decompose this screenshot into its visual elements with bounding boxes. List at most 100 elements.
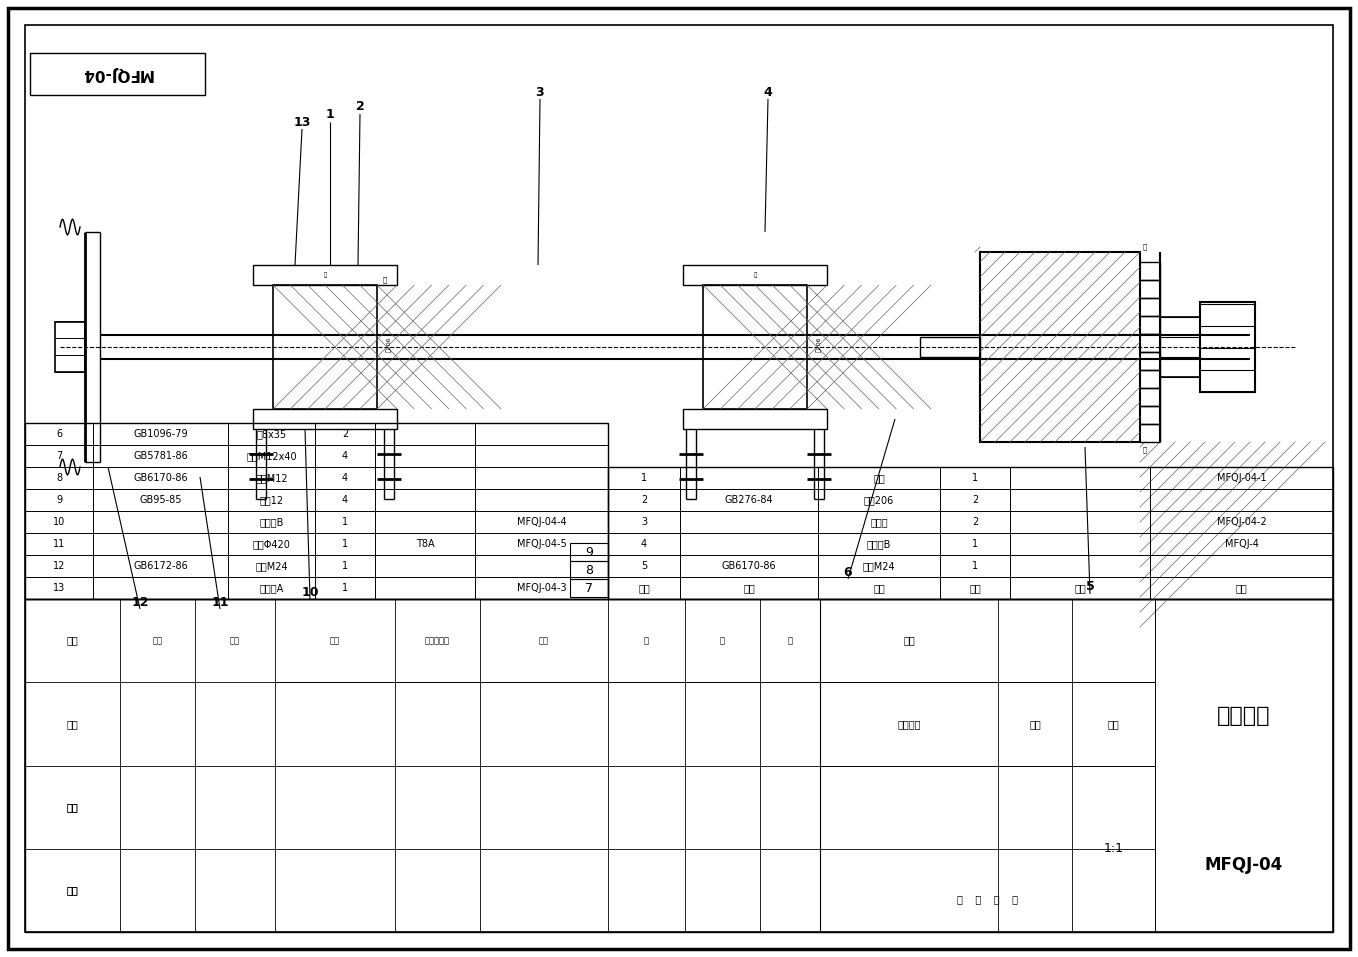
Text: 9: 9	[56, 495, 62, 505]
Text: 8: 8	[585, 564, 593, 576]
Text: 1: 1	[972, 561, 978, 571]
Text: 设计: 设计	[67, 885, 77, 896]
Text: MFQJ-04-4: MFQJ-04-4	[516, 517, 566, 527]
Text: 4: 4	[342, 473, 348, 483]
Text: 轴承座: 轴承座	[870, 517, 888, 527]
Text: 13: 13	[293, 116, 311, 128]
Text: 更改文件号: 更改文件号	[425, 636, 449, 645]
Text: 2: 2	[342, 429, 348, 439]
Bar	[570, 579, 608, 597]
Text: 2: 2	[972, 495, 978, 505]
Text: 4: 4	[342, 451, 348, 461]
Bar	[30, 53, 205, 95]
Text: 5: 5	[1085, 581, 1095, 593]
Text: 12: 12	[132, 595, 149, 609]
Text: 标记: 标记	[152, 636, 163, 645]
Text: GB95-85: GB95-85	[140, 495, 182, 505]
Text: 9: 9	[585, 545, 593, 559]
Text: 2: 2	[356, 100, 364, 114]
Bar	[570, 561, 608, 579]
Bar	[1200, 302, 1255, 392]
Text: 批准: 批准	[67, 885, 77, 896]
Text: MFQJ-04: MFQJ-04	[1205, 857, 1283, 875]
Text: 垫圈12: 垫圈12	[259, 495, 284, 505]
Text: 1: 1	[972, 539, 978, 549]
Text: 3: 3	[641, 517, 646, 527]
Text: 处数: 处数	[230, 636, 240, 645]
Text: GB6170-86: GB6170-86	[133, 473, 187, 483]
Bar	[820, 599, 1334, 932]
Text: 4: 4	[641, 539, 646, 549]
Text: 月: 月	[720, 636, 725, 645]
Text: 名称: 名称	[873, 583, 885, 593]
Text: 大垫圈B: 大垫圈B	[259, 517, 284, 527]
Text: 审核: 审核	[67, 719, 77, 729]
Text: 承: 承	[754, 272, 756, 278]
Text: 11: 11	[212, 595, 228, 609]
Text: 阶段标记: 阶段标记	[898, 719, 921, 729]
Text: 10: 10	[53, 517, 65, 527]
Text: MFQJ-04-1: MFQJ-04-1	[1217, 473, 1266, 483]
Text: 螺母M12: 螺母M12	[255, 473, 288, 483]
Text: 1: 1	[342, 583, 348, 593]
Text: 垫片Φ420: 垫片Φ420	[253, 539, 291, 549]
Text: 键: 键	[1143, 244, 1148, 251]
Text: 标准: 标准	[67, 802, 77, 812]
Text: 7: 7	[585, 582, 593, 594]
Text: 皮带轮B: 皮带轮B	[866, 539, 891, 549]
Text: 螺栓M12x40: 螺栓M12x40	[246, 451, 297, 461]
Text: 材料: 材料	[1074, 583, 1086, 593]
Text: 4: 4	[763, 85, 773, 99]
Bar	[24, 599, 1334, 932]
Text: GB6172-86: GB6172-86	[133, 561, 187, 571]
Text: 传动装置: 传动装置	[1217, 705, 1271, 725]
Text: 4: 4	[342, 495, 348, 505]
Text: GB276-84: GB276-84	[725, 495, 773, 505]
Text: 重量: 重量	[1029, 719, 1040, 729]
Bar	[253, 265, 397, 285]
Text: 8: 8	[56, 473, 62, 483]
Bar	[919, 337, 980, 357]
Text: 1:1: 1:1	[1104, 842, 1123, 856]
Text: 1: 1	[326, 108, 334, 122]
Text: GB1096-79: GB1096-79	[133, 429, 187, 439]
Text: 主轴: 主轴	[873, 473, 885, 483]
Text: 年: 年	[644, 636, 649, 645]
Text: 序号: 序号	[638, 583, 650, 593]
Text: 5: 5	[641, 561, 648, 571]
Text: 1: 1	[342, 561, 348, 571]
Text: MFQJ-04: MFQJ-04	[81, 66, 153, 81]
Bar	[24, 423, 608, 599]
Text: 螺母M24: 螺母M24	[862, 561, 895, 571]
Text: 日: 日	[788, 636, 793, 645]
Text: 1: 1	[342, 539, 348, 549]
Text: 共    张    第    张: 共 张 第 张	[957, 894, 1018, 903]
Bar	[608, 467, 1334, 599]
Text: 7: 7	[56, 451, 62, 461]
Text: 2: 2	[641, 495, 648, 505]
Text: 承206: 承206	[386, 336, 392, 352]
Text: 6: 6	[843, 566, 853, 578]
Bar	[570, 543, 608, 561]
Bar	[683, 265, 827, 285]
Text: 制图: 制图	[67, 802, 77, 812]
Text: 1: 1	[641, 473, 646, 483]
Bar	[703, 285, 807, 409]
Text: 键: 键	[1143, 447, 1148, 454]
Text: 工艺: 工艺	[67, 635, 77, 646]
Text: 11: 11	[53, 539, 65, 549]
Text: 10: 10	[301, 586, 319, 598]
Bar	[56, 322, 86, 372]
Bar	[1160, 317, 1200, 377]
Text: 备注: 备注	[1236, 583, 1248, 593]
Text: 代号: 代号	[743, 583, 755, 593]
Text: 轴承206: 轴承206	[864, 495, 894, 505]
Text: GB5781-86: GB5781-86	[133, 451, 187, 461]
Text: 承206: 承206	[816, 336, 822, 352]
Text: 13: 13	[53, 583, 65, 593]
Bar	[683, 409, 827, 429]
Text: 2: 2	[972, 517, 978, 527]
Text: MFQJ-4: MFQJ-4	[1225, 539, 1259, 549]
Text: 大垫圈A: 大垫圈A	[259, 583, 284, 593]
Text: 分区: 分区	[330, 636, 340, 645]
